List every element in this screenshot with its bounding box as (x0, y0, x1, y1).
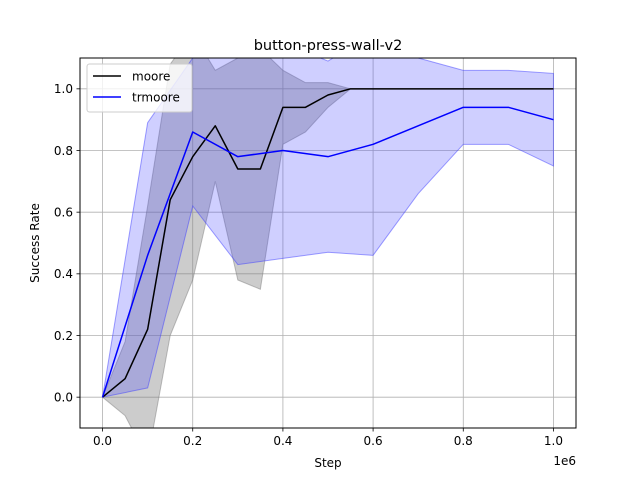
legend: moore trmoore (86, 63, 193, 113)
x-tick-label: 0.0 (93, 434, 112, 448)
legend-label-moore: moore (132, 69, 170, 83)
x-tick-label: 0.8 (454, 434, 473, 448)
series-line-trmoore (101, 106, 554, 398)
plot-frame (79, 57, 577, 429)
x-tick-label: 0.2 (183, 434, 202, 448)
x-tick-label: 1.0 (544, 434, 563, 448)
x-tick-label: 0.4 (273, 434, 292, 448)
chart-title: button-press-wall-v2 (254, 38, 403, 54)
y-tick-label: 1.0 (54, 82, 73, 96)
y-axis-label: Success Rate (28, 203, 42, 283)
y-tick-label: 0.0 (54, 390, 73, 404)
x-tick-label: 0.6 (364, 434, 383, 448)
x-axis-offset-label: 1e6 (553, 454, 576, 468)
confidence-band-moore (101, 58, 554, 428)
y-tick-label: 0.4 (54, 267, 73, 281)
axis-ticks: 0.0 0.2 0.4 0.6 0.8 1.0 0.0 0.2 0.4 0.6 0.8 1.0 (54, 82, 563, 448)
grid (80, 58, 576, 428)
series-lines (101, 88, 554, 398)
y-tick-label: 0.2 (54, 329, 73, 343)
x-axis-label: Step (314, 456, 341, 470)
y-tick-label: 0.8 (54, 144, 73, 158)
legend-label-trmoore: trmoore (132, 90, 180, 104)
y-tick-label: 0.6 (54, 205, 73, 219)
series-line-moore (102, 88, 554, 398)
